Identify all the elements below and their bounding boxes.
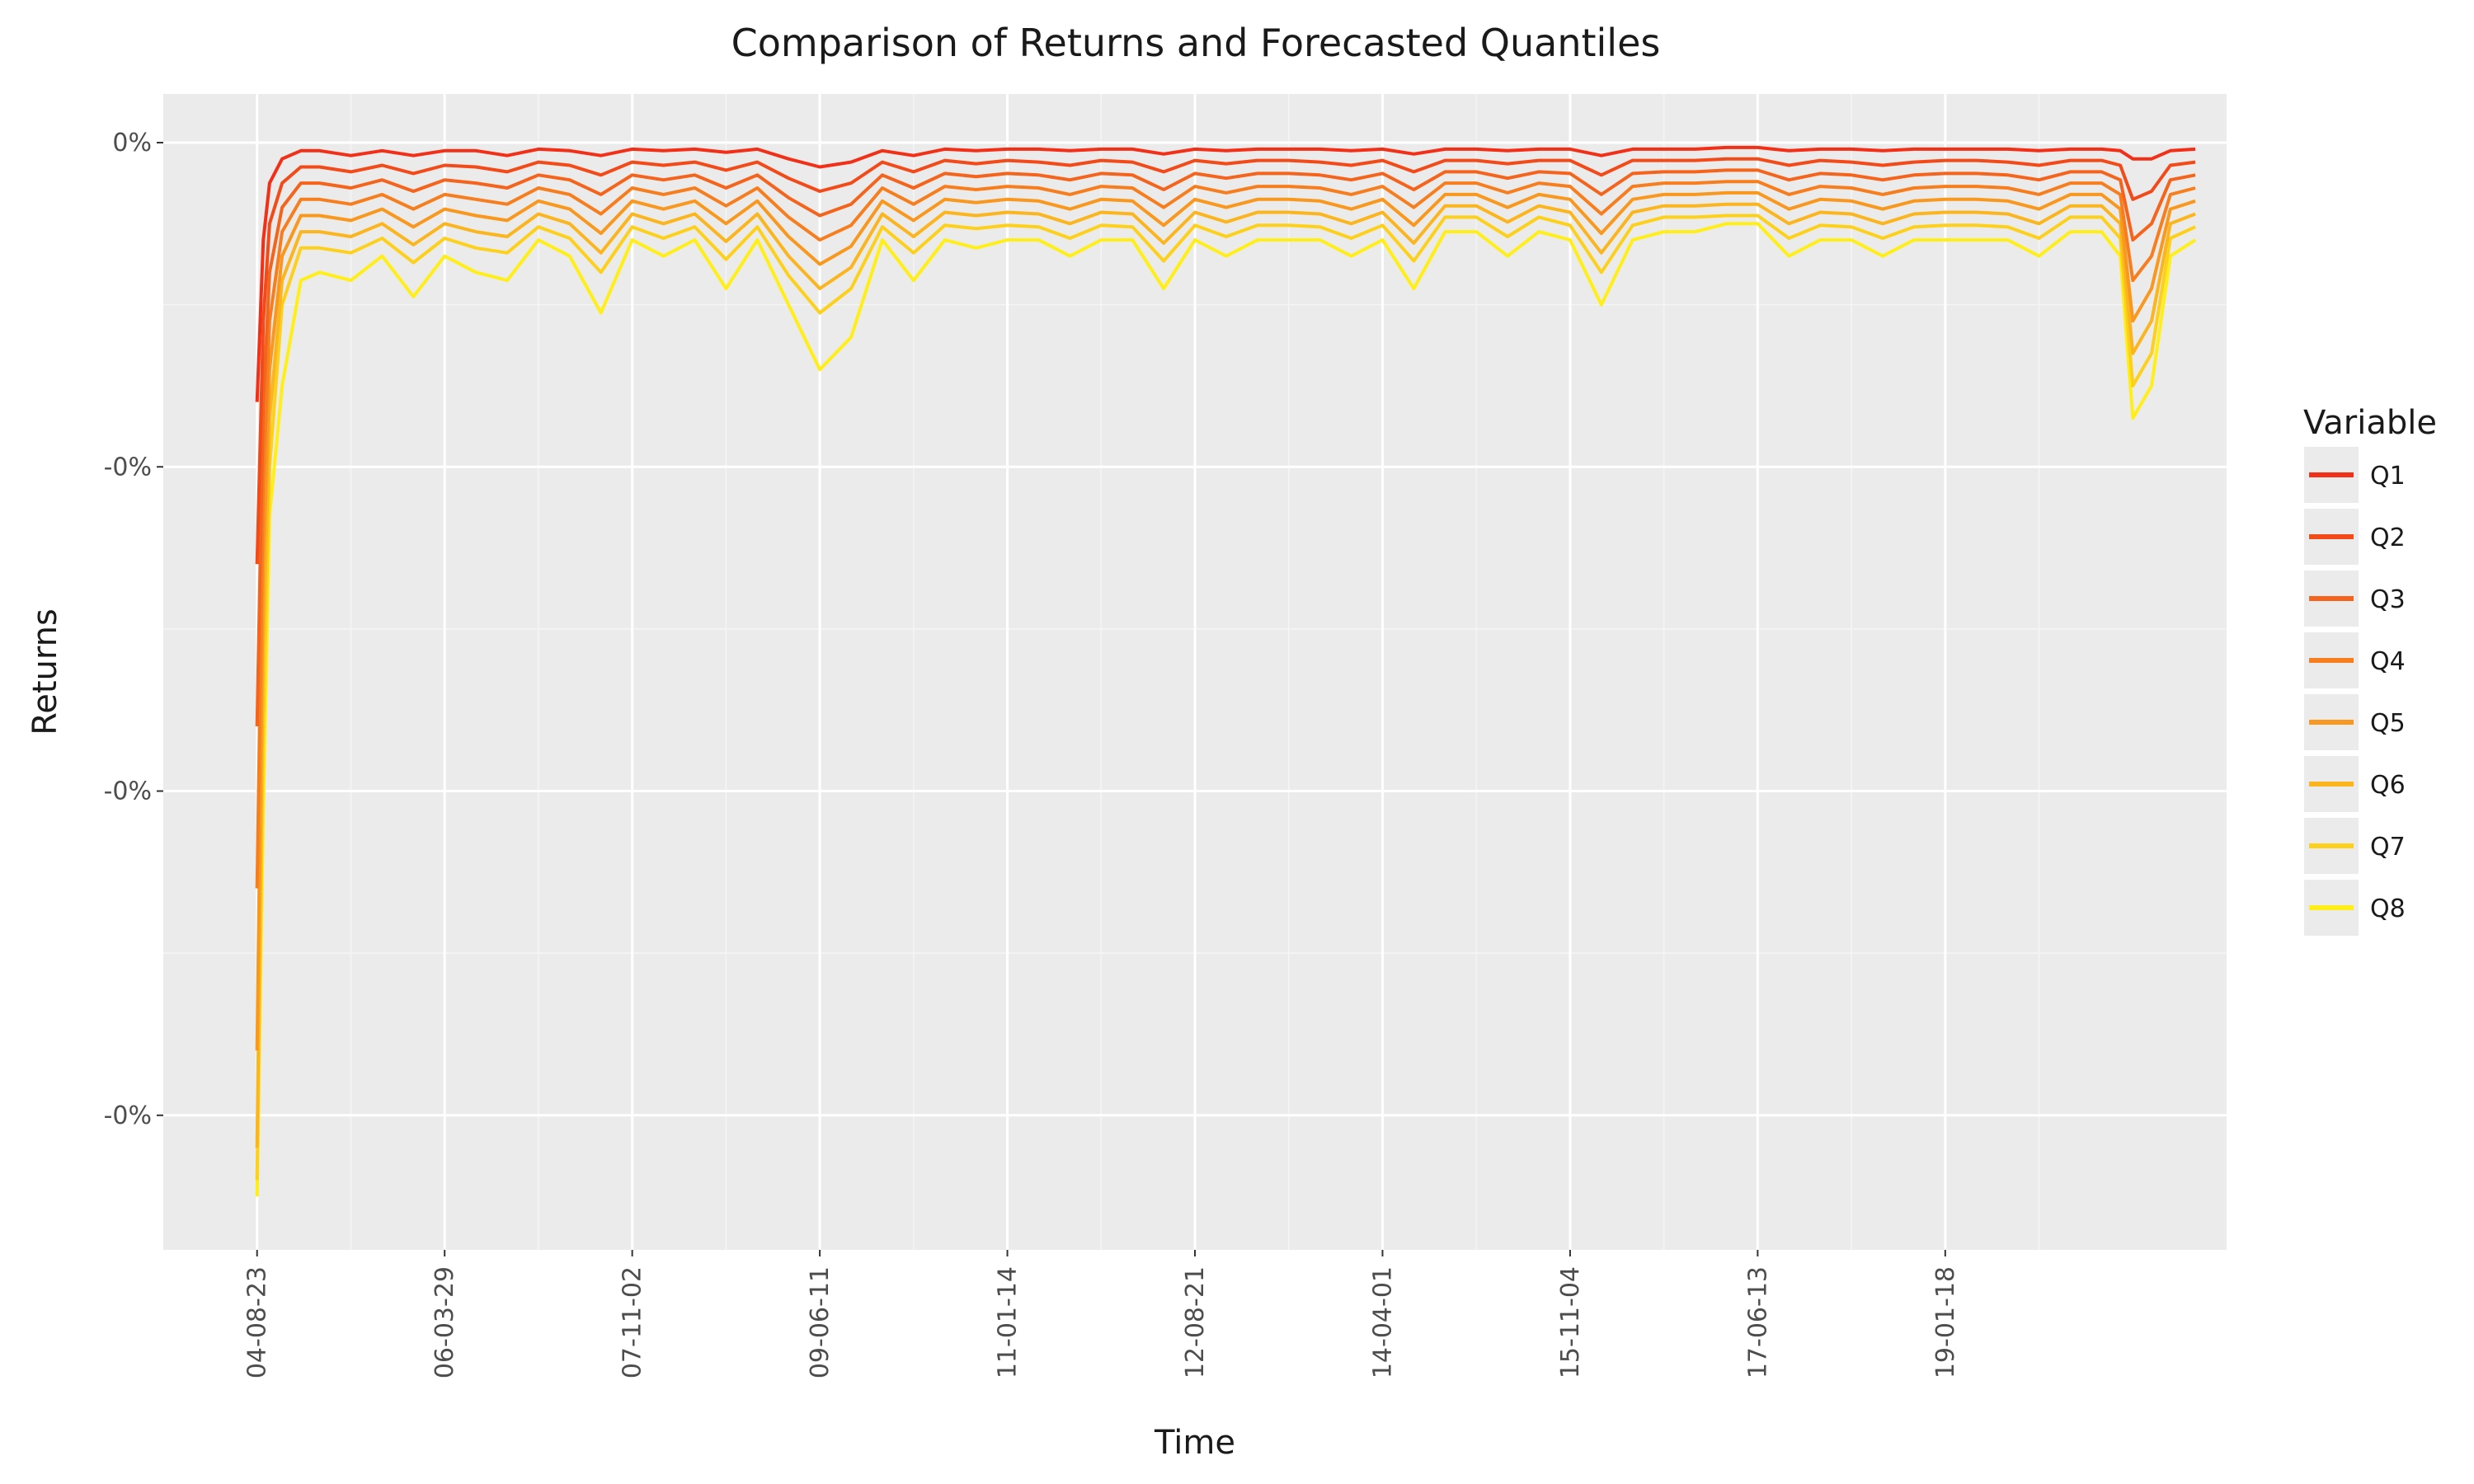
legend-label-q1: Q1 <box>2370 462 2406 491</box>
x-tick-label: 11-01-14 <box>994 1266 1023 1378</box>
legend-label-q8: Q8 <box>2370 895 2406 923</box>
y-tick-label: -0% <box>104 777 152 806</box>
x-tick-label: 09-06-11 <box>806 1266 835 1378</box>
series-line-q2 <box>255 157 2196 565</box>
y-tick-label: -0% <box>104 453 152 481</box>
series-line-q7 <box>255 214 2196 1181</box>
x-tick-label: 17-06-13 <box>1743 1266 1772 1378</box>
x-tick-label: 14-04-01 <box>1368 1266 1397 1378</box>
legend-label-q4: Q4 <box>2370 647 2406 676</box>
series-line-q8 <box>255 222 2197 1197</box>
y-axis-ticks: 0% -0% -0% -0% <box>104 129 163 1130</box>
legend-label-q3: Q3 <box>2370 585 2406 614</box>
series-line-q6 <box>255 202 2196 1148</box>
legend-label-q7: Q7 <box>2370 833 2406 862</box>
y-axis-title: Returns <box>26 608 64 735</box>
series-lines <box>255 145 2197 1197</box>
series-line-q3 <box>255 168 2196 726</box>
x-tick-label: 19-01-18 <box>1931 1266 1960 1378</box>
legend-label-q6: Q6 <box>2370 771 2406 800</box>
x-tick-label: 06-03-29 <box>430 1266 459 1378</box>
x-tick-label: 04-08-23 <box>243 1266 272 1378</box>
series-line-q4 <box>255 180 2196 889</box>
x-tick-label: 12-08-21 <box>1181 1266 1210 1378</box>
x-tick-label: 15-11-04 <box>1556 1266 1585 1378</box>
series-line-q5 <box>255 190 2196 1051</box>
legend-label-q2: Q2 <box>2370 524 2406 552</box>
y-tick-label: -0% <box>104 1101 152 1130</box>
legend-title: Variable <box>2303 404 2437 442</box>
chart-title: Comparison of Returns and Forecasted Qua… <box>731 21 1661 65</box>
legend-label-q5: Q5 <box>2370 709 2406 738</box>
x-axis-title: Time <box>1154 1424 1235 1462</box>
legend: Variable Q1 Q2 Q3 Q4 Q5 Q6 Q7 Q8 <box>2303 404 2437 936</box>
x-tick-label: 07-11-02 <box>618 1266 647 1378</box>
x-axis-ticks: 04-08-23 06-03-29 07-11-02 09-06-11 11-01-14… <box>243 1250 1960 1378</box>
series-line-q1 <box>255 145 2196 402</box>
y-tick-label: 0% <box>112 129 152 157</box>
